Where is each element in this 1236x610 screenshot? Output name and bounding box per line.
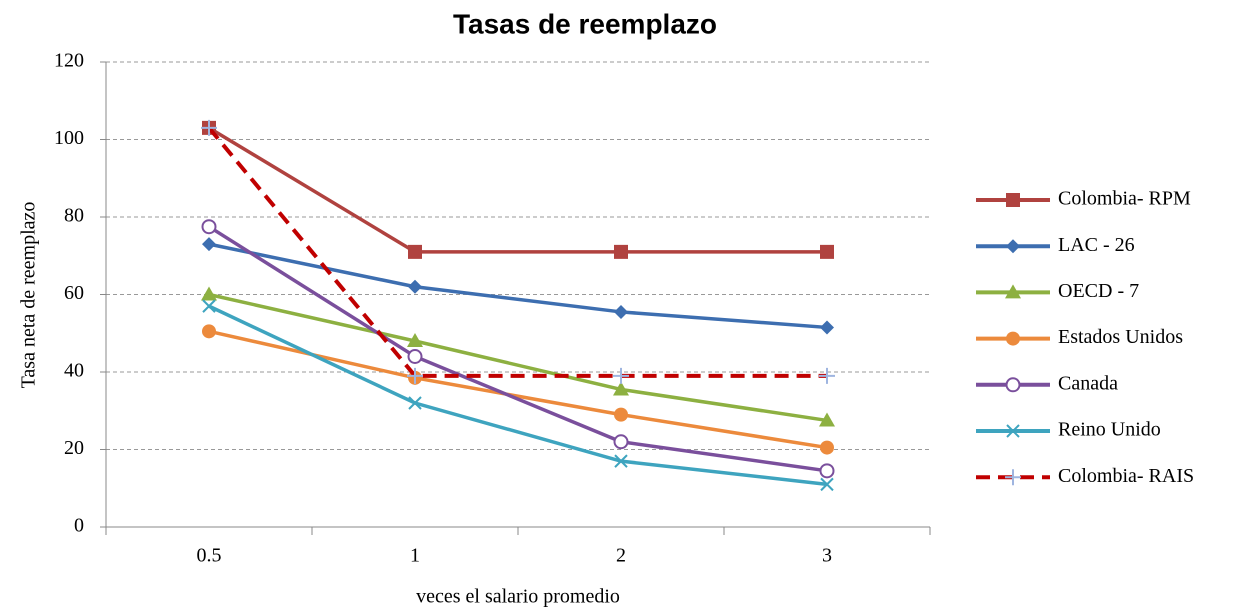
point-marker	[614, 454, 628, 468]
point-marker	[407, 333, 423, 347]
y-tick-label: 100	[54, 127, 84, 149]
point-marker	[614, 304, 628, 319]
legend-marker	[1005, 469, 1021, 486]
point-marker	[613, 367, 629, 384]
legend-marker	[1006, 239, 1020, 254]
y-tick-label: 0	[74, 515, 84, 537]
chart-title: Tasas de reemplazo	[453, 8, 717, 39]
legend-marker	[1005, 377, 1021, 393]
point-marker	[819, 412, 835, 427]
point-marker	[820, 320, 834, 335]
y-tick-label: 120	[54, 50, 84, 72]
point-marker	[614, 407, 628, 422]
x-tick-label: 1	[410, 545, 420, 567]
legend-label: Colombia- RPM	[1058, 188, 1191, 210]
point-marker	[407, 349, 423, 364]
y-tick-label: 60	[64, 282, 84, 304]
point-marker	[408, 244, 422, 259]
point-marker	[408, 396, 422, 410]
legend-label: Reino Unido	[1058, 419, 1161, 441]
series-line	[208, 225, 828, 473]
legend-label: Estados Unidos	[1058, 326, 1183, 348]
point-marker	[614, 244, 628, 259]
y-tick-label: 20	[64, 437, 84, 459]
point-marker	[820, 440, 834, 455]
point-marker	[819, 463, 835, 479]
series-line	[208, 126, 827, 254]
legend-marker	[1006, 331, 1020, 346]
y-tick-label: 40	[64, 360, 84, 382]
legend-label: Canada	[1058, 372, 1118, 394]
point-marker	[202, 237, 216, 252]
point-marker	[202, 299, 216, 313]
point-marker	[613, 381, 629, 396]
legend-marker	[1005, 284, 1021, 299]
point-marker	[201, 219, 217, 235]
x-tick-label: 2	[616, 545, 626, 567]
point-marker	[408, 279, 422, 294]
point-marker	[819, 367, 835, 384]
y-axis-label: Tasa neta de reemplazo	[18, 202, 40, 389]
x-tick-label: 3	[822, 545, 832, 567]
point-marker	[820, 477, 834, 492]
x-axis-label: veces el salario promedio	[416, 586, 620, 608]
x-tick-label: 0.5	[197, 545, 222, 567]
legend-label: OECD - 7	[1058, 280, 1139, 302]
series-line	[208, 292, 828, 423]
point-marker	[201, 119, 217, 136]
legend-marker	[1006, 424, 1020, 438]
legend-label: LAC - 26	[1058, 234, 1135, 256]
y-tick-label: 80	[64, 205, 84, 227]
point-marker	[201, 286, 217, 301]
point-marker	[613, 434, 629, 450]
point-marker	[202, 324, 216, 339]
legend-label: Colombia- RAIS	[1058, 465, 1194, 487]
series-line	[207, 126, 827, 378]
series-line	[208, 304, 828, 487]
point-marker	[407, 367, 423, 384]
series-line	[208, 242, 828, 330]
point-marker	[820, 244, 834, 259]
legend-marker	[1006, 193, 1020, 207]
